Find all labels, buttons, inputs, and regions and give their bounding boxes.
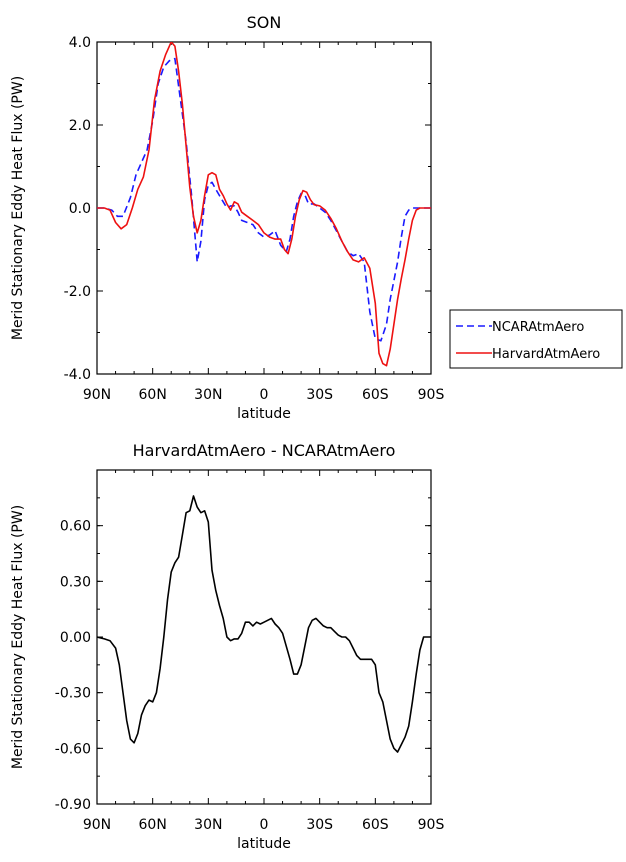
chart-1: SON 90N 60N 30N 0 30S 60S 90S -4.0 -2.0 0.0 2.0 4.0 l…: [10, 13, 623, 422]
y-tick-label: 0.00: [60, 630, 91, 646]
x-tick-label: 60N: [139, 817, 167, 833]
legend-label: NCARAtmAero: [492, 320, 584, 335]
chart-2: HarvardAtmAero - NCARAtmAero 90N 60N 30N 0 30…: [10, 441, 444, 852]
x-tick-label: 0: [260, 387, 269, 403]
y-tick-label: -0.60: [55, 741, 91, 757]
y-tick-label: 2.0: [69, 118, 91, 134]
y-tick-label: -4.0: [64, 367, 91, 383]
legend: NCARAtmAero HarvardAtmAero: [449, 309, 623, 369]
y-tick-label: 0.0: [69, 201, 91, 217]
y-tick-label: -0.30: [55, 686, 91, 702]
series-line-ncaratmaero: [97, 57, 431, 342]
chart-title: SON: [247, 13, 282, 32]
x-tick-label: 30N: [194, 817, 222, 833]
x-tick-label: 30S: [306, 387, 333, 403]
x-tick-label: 60S: [362, 387, 389, 403]
x-tick-label: 30S: [306, 817, 333, 833]
x-tick-label: 90S: [418, 387, 445, 403]
series-line-difference: [97, 495, 431, 753]
legend-box: [449, 309, 623, 369]
legend-label: HarvardAtmAero: [492, 347, 600, 362]
plot-frame: [96, 469, 432, 805]
y-tick-label: 0.60: [60, 519, 91, 535]
x-axis-label: latitude: [237, 406, 291, 422]
y-tick-label: 4.0: [69, 35, 91, 51]
x-tick-label: 90S: [418, 817, 445, 833]
plot-frame: [96, 41, 432, 375]
x-tick-label: 60S: [362, 817, 389, 833]
x-tick-label: 30N: [194, 387, 222, 403]
x-axis-label: latitude: [237, 836, 291, 852]
x-tick-label: 60N: [139, 387, 167, 403]
x-tick-label: 0: [260, 817, 269, 833]
series-line-harvardatmaero: [97, 42, 431, 367]
x-tick-label: 90N: [83, 817, 111, 833]
y-tick-label: -2.0: [64, 284, 91, 300]
chart-title: HarvardAtmAero - NCARAtmAero: [133, 441, 396, 460]
x-tick-label: 90N: [83, 387, 111, 403]
y-axis-label: Merid Stationary Eddy Heat Flux (PW): [10, 505, 26, 769]
y-tick-label: 0.30: [60, 574, 91, 590]
y-axis-label: Merid Stationary Eddy Heat Flux (PW): [10, 76, 26, 340]
y-tick-label: -0.90: [55, 797, 91, 813]
